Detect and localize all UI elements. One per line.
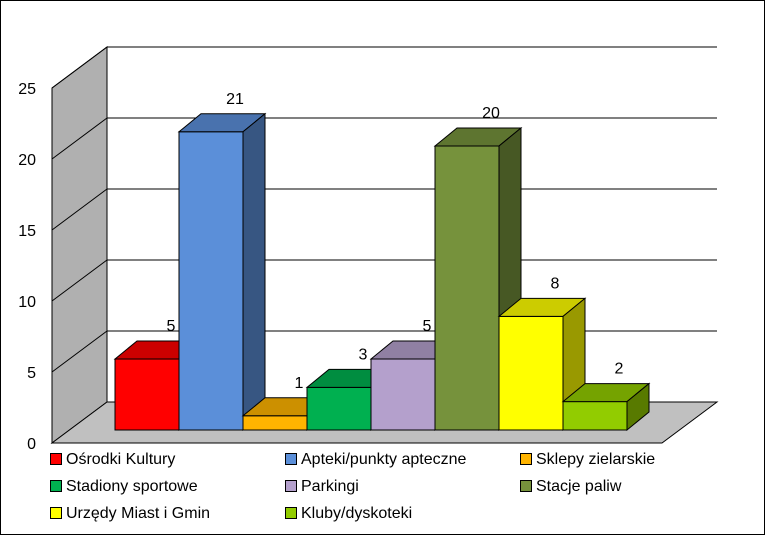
legend-swatch bbox=[520, 479, 532, 492]
data-label: 5 bbox=[423, 318, 432, 335]
legend-swatch bbox=[50, 506, 62, 519]
y-tick-label: 0 bbox=[27, 436, 36, 453]
legend-label: Urzędy Miast i Gmin bbox=[66, 505, 211, 522]
legend-item: Urzędy Miast i Gmin bbox=[50, 504, 210, 524]
bar-front bbox=[178, 131, 244, 431]
legend-item: Sklepy zielarskie bbox=[520, 450, 655, 470]
bar-side bbox=[626, 382, 650, 432]
legend-label: Kluby/dyskoteki bbox=[301, 505, 413, 522]
bar-front bbox=[242, 415, 308, 431]
bar-side bbox=[242, 112, 266, 432]
gridline-diagonal bbox=[51, 188, 108, 231]
data-label: 5 bbox=[167, 318, 176, 335]
y-tick-label: 25 bbox=[18, 81, 36, 98]
legend-label: Sklepy zielarskie bbox=[536, 451, 656, 468]
gridline-diagonal bbox=[51, 330, 108, 373]
bar-front bbox=[306, 386, 372, 431]
legend-swatch bbox=[50, 452, 62, 465]
legend-swatch bbox=[50, 479, 62, 492]
legend-item: Kluby/dyskoteki bbox=[285, 504, 412, 524]
legend-label: Parkingi bbox=[301, 478, 359, 495]
legend-label: Ośrodki Kultury bbox=[66, 451, 176, 468]
legend-item: Stadiony sportowe bbox=[50, 477, 198, 497]
data-label: 21 bbox=[226, 91, 244, 108]
y-tick-label: 15 bbox=[18, 223, 36, 240]
legend-swatch bbox=[285, 479, 297, 492]
data-label: 1 bbox=[295, 375, 304, 392]
bar-front bbox=[370, 358, 436, 431]
legend-item: Ośrodki Kultury bbox=[50, 450, 175, 470]
legend-label: Apteki/punkty apteczne bbox=[301, 451, 467, 468]
data-label: 2 bbox=[615, 361, 624, 378]
y-tick-label: 5 bbox=[27, 365, 36, 382]
y-tick-label: 20 bbox=[18, 152, 36, 169]
bar-front bbox=[114, 358, 180, 431]
legend-label: Stacje paliw bbox=[536, 478, 622, 495]
side-wall bbox=[51, 46, 108, 444]
data-label: 20 bbox=[482, 105, 500, 122]
legend-item: Stacje paliw bbox=[520, 477, 621, 497]
data-label: 3 bbox=[359, 346, 368, 363]
legend-swatch bbox=[285, 452, 297, 465]
gridline-diagonal bbox=[51, 46, 108, 89]
legend-item: Apteki/punkty apteczne bbox=[285, 450, 466, 470]
y-tick-label: 10 bbox=[18, 294, 36, 311]
bar-front bbox=[434, 145, 500, 431]
bar-front bbox=[562, 401, 628, 431]
gridline-diagonal bbox=[51, 259, 108, 302]
data-label: 8 bbox=[551, 275, 560, 292]
legend-swatch bbox=[520, 452, 532, 465]
legend-label: Stadiony sportowe bbox=[66, 478, 198, 495]
legend-item: Parkingi bbox=[285, 477, 359, 497]
legend-swatch bbox=[285, 506, 297, 519]
gridline-diagonal bbox=[51, 117, 108, 160]
bar-front bbox=[498, 315, 564, 431]
